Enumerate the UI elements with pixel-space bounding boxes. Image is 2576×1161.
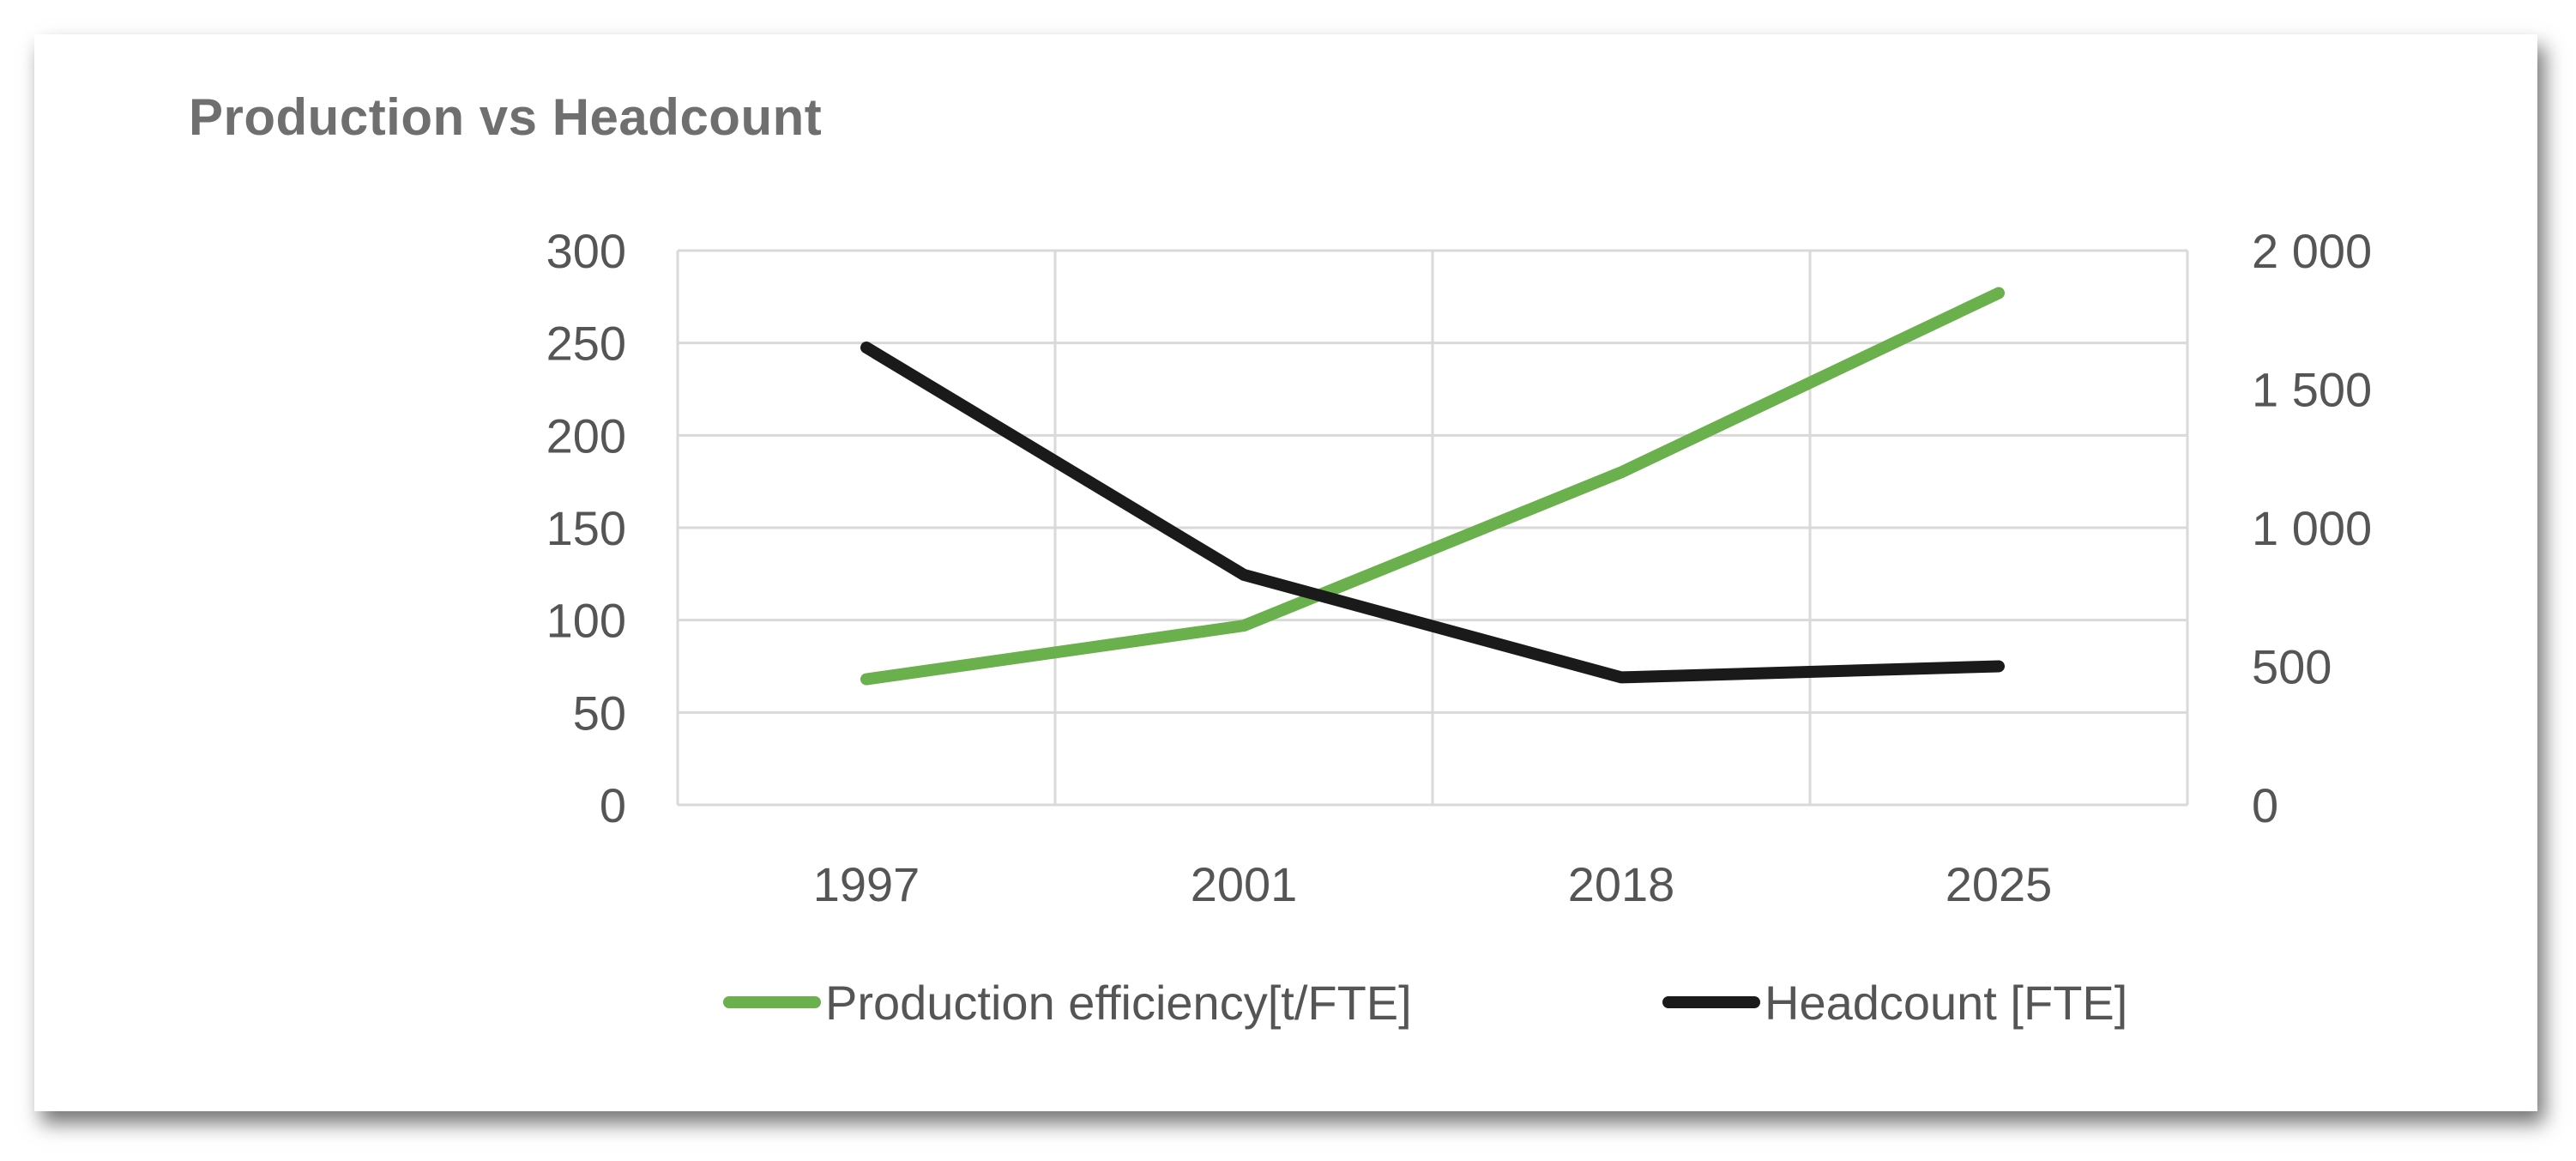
right-tick-label: 0 [2252, 778, 2278, 832]
x-tick-label: 2018 [1568, 857, 1675, 911]
line-chart: 0 50 100 150 200 250 300 0 500 1 000 1 500 2 000 1… [546, 224, 2373, 1030]
x-axis: 1997 2001 2018 2025 [813, 857, 2053, 911]
chart-card: Production vs Headcount 0 50 100 150 200 250 3… [34, 34, 2537, 1111]
series-line-headcount [860, 342, 2005, 684]
right-tick-label: 500 [2252, 640, 2332, 694]
left-tick-label: 200 [546, 408, 626, 463]
left-tick-label: 50 [573, 686, 626, 740]
right-tick-label: 1 500 [2252, 363, 2372, 417]
x-tick-label: 1997 [813, 857, 920, 911]
left-tick-label: 0 [600, 778, 626, 832]
right-tick-label: 2 000 [2252, 224, 2372, 278]
legend[interactable]: Production efficiency[t/FTE] Headcount [F… [723, 976, 2127, 1030]
legend-label: Production efficiency[t/FTE] [825, 976, 1412, 1030]
left-tick-label: 300 [546, 224, 626, 278]
left-tick-label: 100 [546, 594, 626, 648]
left-axis: 0 50 100 150 200 250 300 [546, 224, 626, 832]
left-tick-label: 250 [546, 317, 626, 371]
right-axis: 0 500 1 000 1 500 2 000 [2252, 224, 2372, 832]
left-tick-label: 150 [546, 501, 626, 555]
chart-title: Production vs Headcount [189, 88, 823, 146]
series [860, 287, 2005, 686]
x-tick-label: 2001 [1191, 857, 1298, 911]
gridlines [676, 249, 2189, 807]
x-tick-label: 2025 [1946, 857, 2053, 911]
legend-label: Headcount [FTE] [1765, 976, 2127, 1030]
right-tick-label: 1 000 [2252, 501, 2372, 555]
series-line-production-efficiency [860, 287, 2005, 686]
